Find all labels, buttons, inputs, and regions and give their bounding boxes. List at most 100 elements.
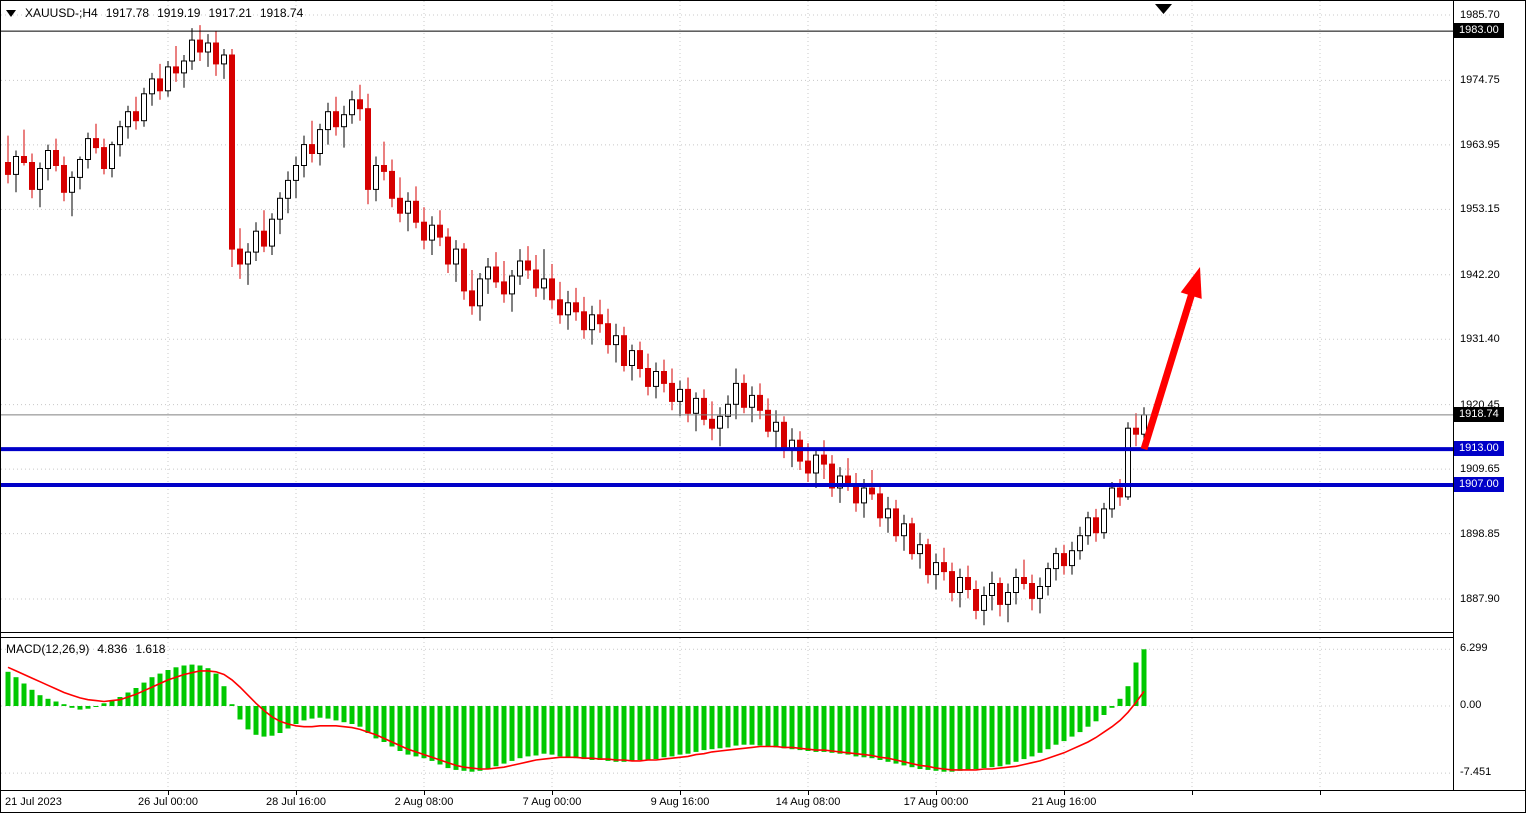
candle — [421, 207, 427, 250]
candle — [237, 228, 243, 279]
candle — [293, 156, 299, 199]
time-axis[interactable]: 21 Jul 2023 26 Jul 00:00 28 Jul 16:00 2 Aug… — [1, 790, 1525, 812]
candle — [349, 90, 355, 124]
symbol-period-label: XAUUSD-;H4 — [25, 6, 98, 20]
candle — [893, 499, 899, 542]
candle — [133, 96, 139, 130]
candle — [181, 55, 187, 88]
price-tick-label: 1953.15 — [1460, 203, 1500, 216]
price-tick-label: 1898.85 — [1460, 527, 1500, 540]
time-axis-tick — [1320, 791, 1321, 795]
time-label: 28 Jul 16:00 — [266, 796, 326, 808]
candle — [269, 213, 275, 255]
candle — [541, 249, 547, 300]
candle — [685, 377, 691, 423]
candle — [1109, 482, 1115, 518]
time-label: 21 Jul 2023 — [5, 796, 62, 808]
macd-tick-label: 0.00 — [1460, 699, 1482, 711]
candle — [509, 270, 515, 312]
candle — [341, 105, 347, 148]
candle — [1005, 583, 1011, 623]
candle — [949, 562, 955, 602]
candle — [749, 386, 755, 423]
price-tick-label: 1963.95 — [1460, 138, 1500, 151]
candle — [901, 514, 907, 551]
candle — [157, 63, 163, 100]
candle — [85, 132, 91, 169]
candle — [957, 568, 963, 608]
candle — [45, 144, 51, 181]
candle — [661, 359, 667, 393]
candle — [165, 61, 171, 97]
candle — [357, 84, 363, 121]
high-value: 1919.19 — [157, 6, 201, 20]
candle — [1069, 541, 1075, 575]
time-label: 21 Aug 16:00 — [1031, 796, 1097, 808]
time-label: 14 Aug 08:00 — [775, 796, 841, 808]
price-tick-label: 1887.90 — [1460, 593, 1500, 605]
candle — [405, 192, 411, 232]
candle — [1037, 577, 1043, 614]
macd-signal-value: 1.618 — [135, 642, 166, 656]
candle — [149, 72, 155, 106]
time-axis-tick — [296, 791, 297, 795]
candle — [677, 380, 683, 417]
macd-tick-label: 6.299 — [1460, 642, 1488, 655]
candle — [397, 177, 403, 223]
price-badge-1918.74: 1918.74 — [1454, 406, 1504, 422]
time-axis-tick — [1192, 791, 1193, 795]
trend-arrow[interactable] — [1140, 267, 1202, 451]
candle — [373, 156, 379, 202]
candle — [501, 261, 507, 303]
candle — [245, 243, 251, 285]
candle — [933, 553, 939, 590]
candle — [109, 141, 115, 178]
candle — [605, 308, 611, 354]
candle — [821, 440, 827, 479]
candle — [429, 216, 435, 255]
candle — [477, 273, 483, 321]
candle — [853, 473, 859, 512]
candle — [965, 565, 971, 599]
macd-main-value: 4.836 — [97, 642, 128, 656]
candle — [437, 210, 443, 247]
candle — [669, 368, 675, 411]
candle — [645, 353, 651, 396]
candle — [941, 547, 947, 581]
candle — [885, 496, 891, 533]
time-label: 26 Jul 00:00 — [138, 796, 198, 808]
candle — [1021, 559, 1027, 590]
price-chart-pane[interactable] — [1, 1, 1453, 632]
candle — [877, 485, 883, 527]
candle — [989, 571, 995, 611]
candle — [581, 296, 587, 339]
price-badge-1907.00: 1907.00 — [1454, 477, 1504, 492]
candle — [917, 532, 923, 569]
candle — [973, 580, 979, 620]
candle — [37, 162, 43, 208]
candle — [781, 416, 787, 459]
low-value: 1917.21 — [208, 6, 252, 20]
candle — [1093, 508, 1099, 542]
chart-shift-marker[interactable] — [1155, 4, 1172, 14]
candle — [621, 326, 627, 372]
pane-separator[interactable] — [1, 632, 1525, 638]
candle — [69, 171, 75, 217]
candle — [653, 362, 659, 399]
candle — [277, 192, 283, 235]
candle — [413, 186, 419, 229]
close-value: 1918.74 — [259, 6, 304, 20]
candle — [333, 96, 339, 136]
candle — [981, 586, 987, 626]
candle — [765, 398, 771, 438]
candle — [325, 102, 331, 145]
candle — [29, 153, 35, 199]
price-axis[interactable]: 1985.70 1974.75 1963.95 1953.15 1942.20 1931.… — [1453, 1, 1525, 790]
dropdown-triangle-icon[interactable] — [6, 9, 16, 17]
candle — [613, 323, 619, 363]
candle — [725, 395, 731, 429]
macd-indicator-pane[interactable] — [1, 638, 1453, 790]
macd-name: MACD(12,26,9) — [6, 642, 90, 656]
candle — [317, 123, 323, 166]
candle — [197, 25, 203, 61]
